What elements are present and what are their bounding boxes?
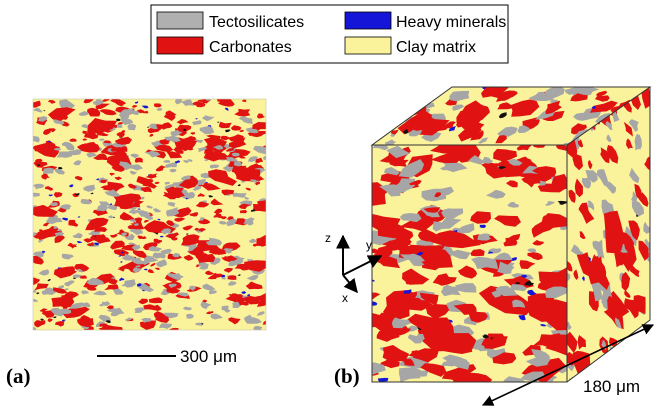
axis-x-label: x bbox=[342, 291, 348, 305]
scale-label-a: 300 μm bbox=[180, 347, 237, 366]
legend: Tectosilicates Heavy minerals Carbonates… bbox=[150, 4, 509, 64]
legend-item-tectosilicates: Tectosilicates bbox=[156, 11, 304, 31]
panel-label-b: (b) bbox=[334, 364, 360, 388]
legend-box bbox=[150, 4, 509, 64]
panel-a: 300 μm (a) bbox=[6, 98, 267, 388]
axis-y-label: y bbox=[366, 238, 372, 252]
legend-item-carbonates: Carbonates bbox=[156, 36, 292, 56]
panel-b: z y x 180 μm (b) bbox=[325, 86, 655, 406]
legend-swatch-clay-matrix bbox=[344, 36, 392, 55]
legend-item-heavy-minerals: Heavy minerals bbox=[344, 11, 506, 31]
scale-label-b: 180 μm bbox=[583, 377, 640, 396]
section-2d-border bbox=[32, 98, 267, 331]
axis-x-arrow bbox=[342, 274, 358, 294]
legend-swatch-heavy-minerals bbox=[344, 11, 392, 30]
axis-y-arrow bbox=[342, 255, 383, 276]
axis-z-label: z bbox=[325, 231, 331, 245]
panel-label-a: (a) bbox=[6, 364, 31, 388]
scale-arrow-b bbox=[481, 324, 655, 406]
section-2d-image bbox=[33, 99, 266, 330]
legend-label-carbonates: Carbonates bbox=[209, 39, 292, 56]
legend-label-tectosilicates: Tectosilicates bbox=[209, 14, 304, 31]
legend-item-clay-matrix: Clay matrix bbox=[344, 36, 476, 56]
legend-swatch-carbonates bbox=[156, 36, 204, 55]
cube-front-face bbox=[372, 145, 567, 382]
legend-label-clay-matrix: Clay matrix bbox=[396, 39, 476, 56]
axes-triad bbox=[336, 234, 383, 294]
legend-label-heavy-minerals: Heavy minerals bbox=[396, 14, 506, 31]
section-2d-grains bbox=[33, 99, 266, 330]
legend-swatch-tectosilicates bbox=[156, 11, 204, 30]
